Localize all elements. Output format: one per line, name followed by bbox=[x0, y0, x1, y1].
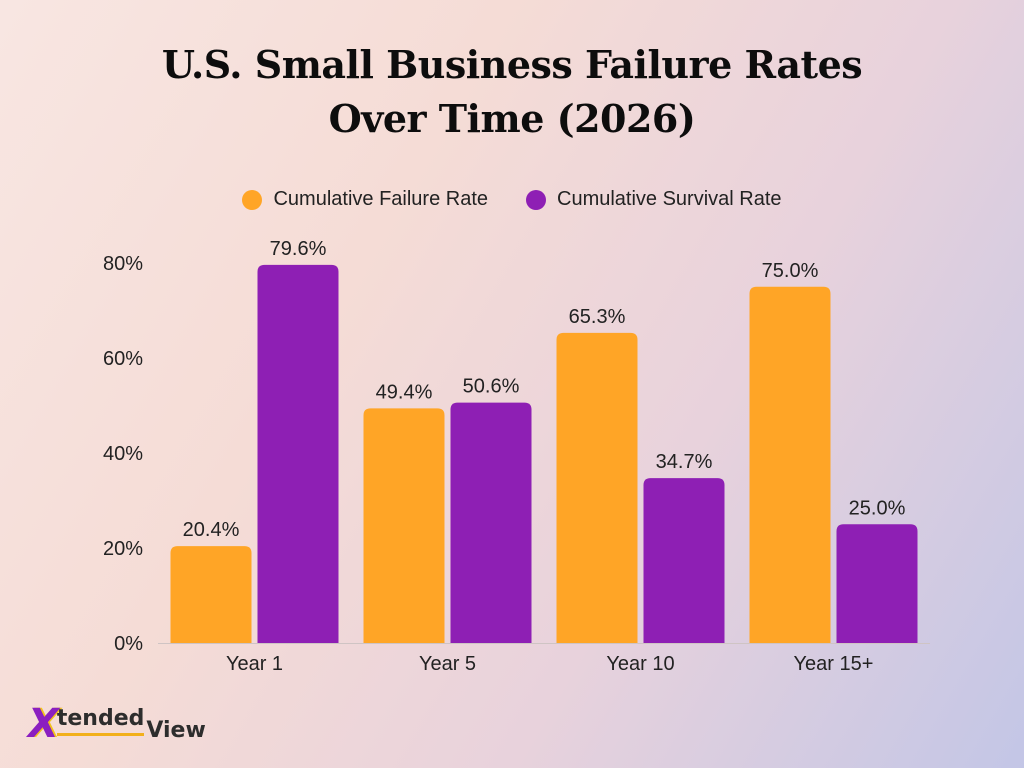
data-label: 34.7% bbox=[656, 451, 713, 473]
bar-failure bbox=[363, 408, 445, 643]
x-category-label: Year 10 bbox=[606, 653, 674, 675]
legend-label-failure: Cumulative Failure Rate bbox=[273, 188, 488, 210]
logo-text-view: View bbox=[146, 718, 206, 743]
legend-swatch-failure bbox=[242, 189, 263, 210]
bar-survival bbox=[643, 478, 725, 643]
y-tick-label: 80% bbox=[103, 253, 143, 275]
bar-chart: 0% 20% 40% 60% 80% 20.4% 79.6% Year 1 49.4% 50.6%… bbox=[103, 238, 930, 675]
y-tick-label: 20% bbox=[103, 538, 143, 560]
legend: Cumulative Failure Rate Cumulative Survi… bbox=[0, 188, 1024, 211]
data-label: 79.6% bbox=[270, 238, 327, 260]
x-category-label: Year 1 bbox=[226, 653, 283, 675]
legend-label-survival: Cumulative Survival Rate bbox=[557, 188, 782, 210]
data-label: 50.6% bbox=[463, 376, 520, 398]
logo-mark: X bbox=[28, 701, 59, 747]
bar-failure bbox=[556, 332, 638, 643]
brand-logo: X tended View bbox=[28, 700, 206, 744]
legend-swatch-survival bbox=[526, 189, 546, 210]
data-label: 25.0% bbox=[849, 497, 906, 519]
bar-survival bbox=[450, 402, 532, 643]
legend-item-survival: Cumulative Survival Rate bbox=[526, 188, 782, 211]
data-label: 65.3% bbox=[569, 306, 626, 328]
y-tick-label: 60% bbox=[103, 348, 143, 370]
chart-title: U.S. Small Business Failure Rates Over T… bbox=[161, 42, 863, 141]
legend-item-failure: Cumulative Failure Rate bbox=[242, 188, 488, 211]
bar-failure bbox=[170, 546, 252, 643]
y-tick-label: 40% bbox=[103, 443, 143, 465]
data-label: 49.4% bbox=[376, 381, 433, 403]
data-label: 75.0% bbox=[762, 260, 819, 282]
y-tick-label: 0% bbox=[114, 633, 143, 655]
bar-failure bbox=[749, 286, 831, 643]
logo-text-tended: tended bbox=[56, 706, 145, 736]
bar-survival bbox=[836, 524, 918, 643]
x-category-label: Year 5 bbox=[419, 653, 476, 675]
data-label: 20.4% bbox=[183, 519, 240, 541]
bar-survival bbox=[257, 264, 339, 643]
x-category-label: Year 15+ bbox=[794, 653, 874, 675]
